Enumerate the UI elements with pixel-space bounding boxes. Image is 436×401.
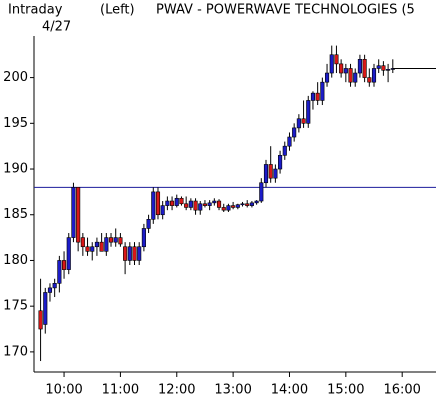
candle-body	[376, 65, 381, 69]
axis-side-label: (Left)	[100, 3, 135, 18]
candle-body	[108, 237, 114, 243]
candle-body	[362, 59, 367, 78]
candle-body	[287, 136, 292, 147]
candle-body	[329, 54, 334, 74]
candle-body	[278, 155, 283, 170]
candle-body	[198, 203, 203, 211]
candle-body	[381, 65, 386, 71]
y-tick-label: 195	[3, 116, 28, 131]
date-label: 4/27	[42, 20, 71, 35]
candle-body	[324, 72, 330, 83]
candle-body	[141, 228, 146, 248]
candle-body	[94, 241, 99, 248]
x-tick-label: 14:00	[271, 383, 308, 398]
candle-body	[104, 237, 109, 252]
y-tick-label: 185	[3, 207, 28, 222]
candle-body	[66, 237, 71, 270]
candle-body	[76, 187, 81, 243]
chart-title: PWAV - POWERWAVE TECHNOLOGIES (5	[156, 3, 415, 18]
candle-body	[386, 69, 391, 71]
candle-body	[90, 246, 95, 252]
candle-body	[174, 197, 179, 206]
period-label: Intraday	[8, 3, 63, 18]
candle-body	[273, 168, 278, 179]
candle-body	[170, 200, 175, 206]
y-tick-label: 175	[3, 299, 28, 314]
candle-body	[339, 63, 344, 74]
candle-body	[292, 127, 297, 138]
y-tick-label: 170	[3, 344, 28, 359]
candle-body	[371, 68, 377, 83]
candle-body	[43, 292, 48, 325]
candle-body	[259, 182, 264, 202]
candle-body	[282, 145, 287, 156]
candle-body	[61, 260, 67, 270]
candle-body	[127, 246, 132, 261]
y-tick-label: 200	[3, 70, 28, 85]
candle-body	[235, 204, 240, 208]
candle-body	[165, 200, 170, 206]
candle-body	[118, 237, 123, 245]
x-tick-label: 13:00	[214, 383, 251, 398]
x-tick-label: 10:00	[45, 383, 82, 398]
candle-body	[263, 164, 269, 184]
candle-body	[245, 203, 250, 206]
candle-body	[310, 92, 316, 101]
candle-body	[226, 205, 231, 211]
candle-body	[47, 287, 53, 293]
candle-body	[184, 203, 189, 208]
candle-body	[296, 118, 301, 129]
candle-body	[151, 191, 156, 220]
candle-body	[249, 202, 254, 206]
candle-body	[202, 203, 208, 206]
y-tick-label: 180	[3, 253, 28, 268]
candle-body	[221, 207, 226, 211]
candle-body	[71, 187, 76, 238]
candle-body	[80, 237, 85, 248]
candle-body	[320, 81, 325, 101]
candle-body	[132, 246, 137, 261]
candle-body	[99, 241, 104, 252]
candle-body	[240, 203, 245, 206]
candle-body	[231, 205, 236, 208]
candle-body	[334, 54, 339, 65]
candle-body	[160, 205, 165, 216]
candle-body	[254, 200, 259, 204]
candle-body	[193, 200, 198, 211]
x-tick-label: 12:00	[158, 383, 195, 398]
candle-body	[146, 219, 151, 229]
x-tick-label: 15:00	[327, 383, 364, 398]
candle-body	[123, 246, 128, 261]
candle-body	[212, 200, 217, 204]
y-tick-label: 190	[3, 162, 28, 177]
candle-body	[52, 283, 57, 289]
candle-body	[207, 202, 212, 206]
candle-body	[179, 197, 184, 205]
candle-body	[357, 59, 362, 74]
candle-body	[306, 100, 311, 124]
candle-body	[57, 260, 62, 284]
candle-body	[216, 200, 222, 208]
candle-body	[315, 92, 320, 101]
x-tick-label: 11:00	[102, 383, 139, 398]
candle-body	[353, 72, 358, 83]
candle-body	[113, 237, 118, 243]
candle-body	[343, 68, 348, 74]
candle-body	[268, 164, 273, 179]
candle-body	[85, 246, 90, 252]
candle-body	[38, 310, 43, 330]
candle-body	[188, 200, 193, 208]
x-tick-label: 16:00	[383, 383, 420, 398]
candle-body	[155, 191, 161, 216]
candle-body	[301, 118, 306, 124]
candle-body	[348, 68, 353, 83]
candle-body	[137, 246, 142, 261]
candle-body	[367, 77, 372, 83]
